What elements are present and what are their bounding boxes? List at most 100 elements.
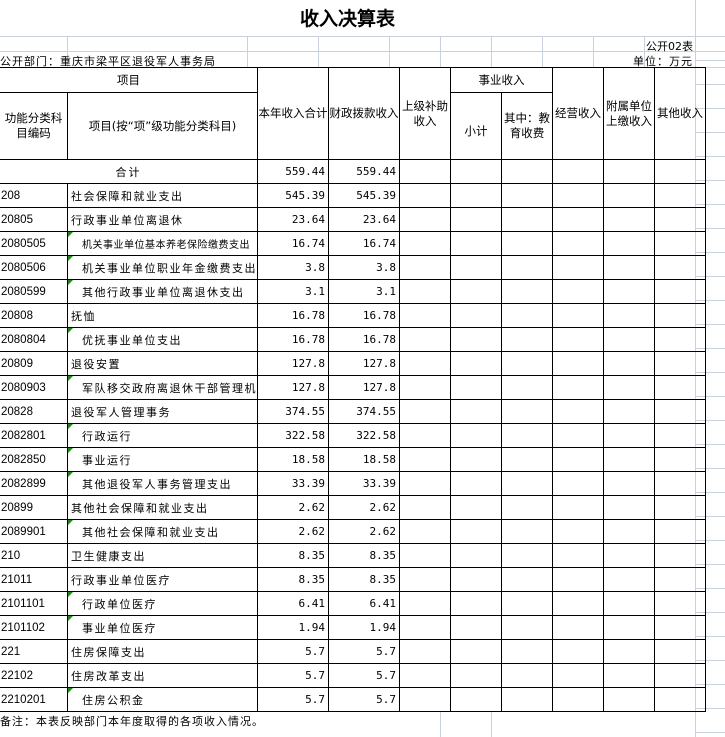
empty-cell [450, 687, 502, 712]
empty-cell [399, 543, 451, 568]
row-fiscal: 5.7 [328, 663, 400, 688]
row-name-text: 行政事业单位离退休 [71, 213, 184, 227]
table-row: 20809 退役安置 127.8 127.8 [0, 351, 706, 376]
gridline [695, 396, 725, 397]
row-code: 2080506 [0, 255, 68, 280]
row-total: 5.7 [257, 663, 329, 688]
gridline [491, 712, 492, 737]
empty-cell [399, 471, 451, 496]
gridline [695, 84, 725, 85]
row-name: 行政事业单位医疗 [67, 567, 258, 592]
row-name-text: 退役安置 [71, 357, 121, 371]
row-name: 住房保障支出 [67, 639, 258, 664]
row-name-text: 住房保障支出 [71, 645, 146, 659]
row-code: 210 [0, 543, 68, 568]
empty-cell [654, 375, 706, 400]
row-total: 16.74 [257, 231, 329, 256]
row-code: 2101102 [0, 615, 68, 640]
header-project: 项目 [0, 67, 258, 93]
gridline [695, 108, 725, 109]
comment-marker-icon [68, 688, 73, 693]
row-name: 其他社会保障和就业支出 [67, 519, 258, 544]
empty-cell [654, 639, 706, 664]
row-fiscal: 6.41 [328, 591, 400, 616]
empty-cell [552, 495, 604, 520]
empty-cell [501, 447, 553, 472]
empty-cell [501, 327, 553, 352]
header-code: 功能分类科目编码 [0, 92, 68, 160]
row-fiscal: 545.39 [328, 183, 400, 208]
empty-cell [450, 399, 502, 424]
empty-cell [603, 255, 655, 280]
empty-cell [450, 351, 502, 376]
empty-cell [603, 615, 655, 640]
header-operating: 经营收入 [552, 67, 604, 160]
table-row: 2080903 军队移交政府离退休干部管理机 127.8 127.8 [0, 375, 706, 400]
empty-cell [654, 471, 706, 496]
gridline [695, 300, 725, 301]
income-table: 项目 本年收入合计 财政拨款收入 上级补助收入 事业收入 经营收入 附属单位上缴… [0, 67, 706, 712]
table-row: 2089901 其他社会保障和就业支出 2.62 2.62 [0, 519, 706, 544]
row-name-text: 事业单位医疗 [82, 621, 157, 635]
gridline [695, 156, 725, 157]
empty-cell [501, 687, 553, 712]
row-total: 127.8 [257, 351, 329, 376]
empty-cell [450, 303, 502, 328]
empty-cell [450, 279, 502, 304]
empty-cell [552, 639, 604, 664]
row-name-text: 其他退役军人事务管理支出 [82, 477, 232, 491]
empty-cell [654, 519, 706, 544]
row-name: 其他退役军人事务管理支出 [67, 471, 258, 496]
empty-cell [450, 591, 502, 616]
empty-cell [450, 255, 502, 280]
total-label: 合计 [0, 159, 258, 184]
row-total: 8.35 [257, 567, 329, 592]
empty-cell [552, 231, 604, 256]
row-name-text: 其他行政事业单位离退休支出 [82, 285, 245, 299]
empty-cell [552, 471, 604, 496]
empty-cell [654, 543, 706, 568]
department-label: 公开部门：重庆市梁平区退役军人事务局 [0, 55, 216, 68]
empty-cell [603, 303, 655, 328]
row-name-text: 其他社会保障和就业支出 [71, 501, 209, 515]
row-name: 机关事业单位职业年金缴费支出 [67, 255, 258, 280]
row-name: 行政单位医疗 [67, 591, 258, 616]
row-name: 军队移交政府离退休干部管理机 [67, 375, 258, 400]
empty-cell [399, 279, 451, 304]
header-fiscal: 财政拨款收入 [328, 67, 400, 160]
header-superior: 上级补助收入 [399, 67, 451, 160]
gridline [695, 60, 725, 61]
row-name-text: 卫生健康支出 [71, 549, 146, 563]
row-fiscal: 2.62 [328, 519, 400, 544]
row-name: 其他行政事业单位离退休支出 [67, 279, 258, 304]
comment-marker-icon [68, 376, 73, 381]
row-name: 住房公积金 [67, 687, 258, 712]
row-name: 行政运行 [67, 423, 258, 448]
row-name-text: 优抚事业单位支出 [82, 333, 182, 347]
row-code: 20828 [0, 399, 68, 424]
table-row: 2080804 优抚事业单位支出 16.78 16.78 [0, 327, 706, 352]
empty-cell [552, 615, 604, 640]
total-fiscal: 559.44 [328, 159, 400, 184]
gridline [440, 36, 441, 67]
empty-cell [654, 327, 706, 352]
row-fiscal: 18.58 [328, 447, 400, 472]
row-total: 5.7 [257, 639, 329, 664]
empty-cell [552, 399, 604, 424]
empty-cell [501, 519, 553, 544]
gridline [695, 444, 725, 445]
empty-cell [501, 375, 553, 400]
empty-cell [603, 495, 655, 520]
comment-marker-icon [68, 520, 73, 525]
empty-cell [654, 495, 706, 520]
row-total: 2.62 [257, 495, 329, 520]
gridline [695, 348, 725, 349]
empty-cell [399, 399, 451, 424]
empty-cell [603, 351, 655, 376]
empty-cell [399, 687, 451, 712]
empty-cell [552, 423, 604, 448]
row-total: 374.55 [257, 399, 329, 424]
header-affiliated: 附属单位上缴收入 [603, 67, 655, 160]
empty-cell [501, 471, 553, 496]
empty-cell [654, 231, 706, 256]
